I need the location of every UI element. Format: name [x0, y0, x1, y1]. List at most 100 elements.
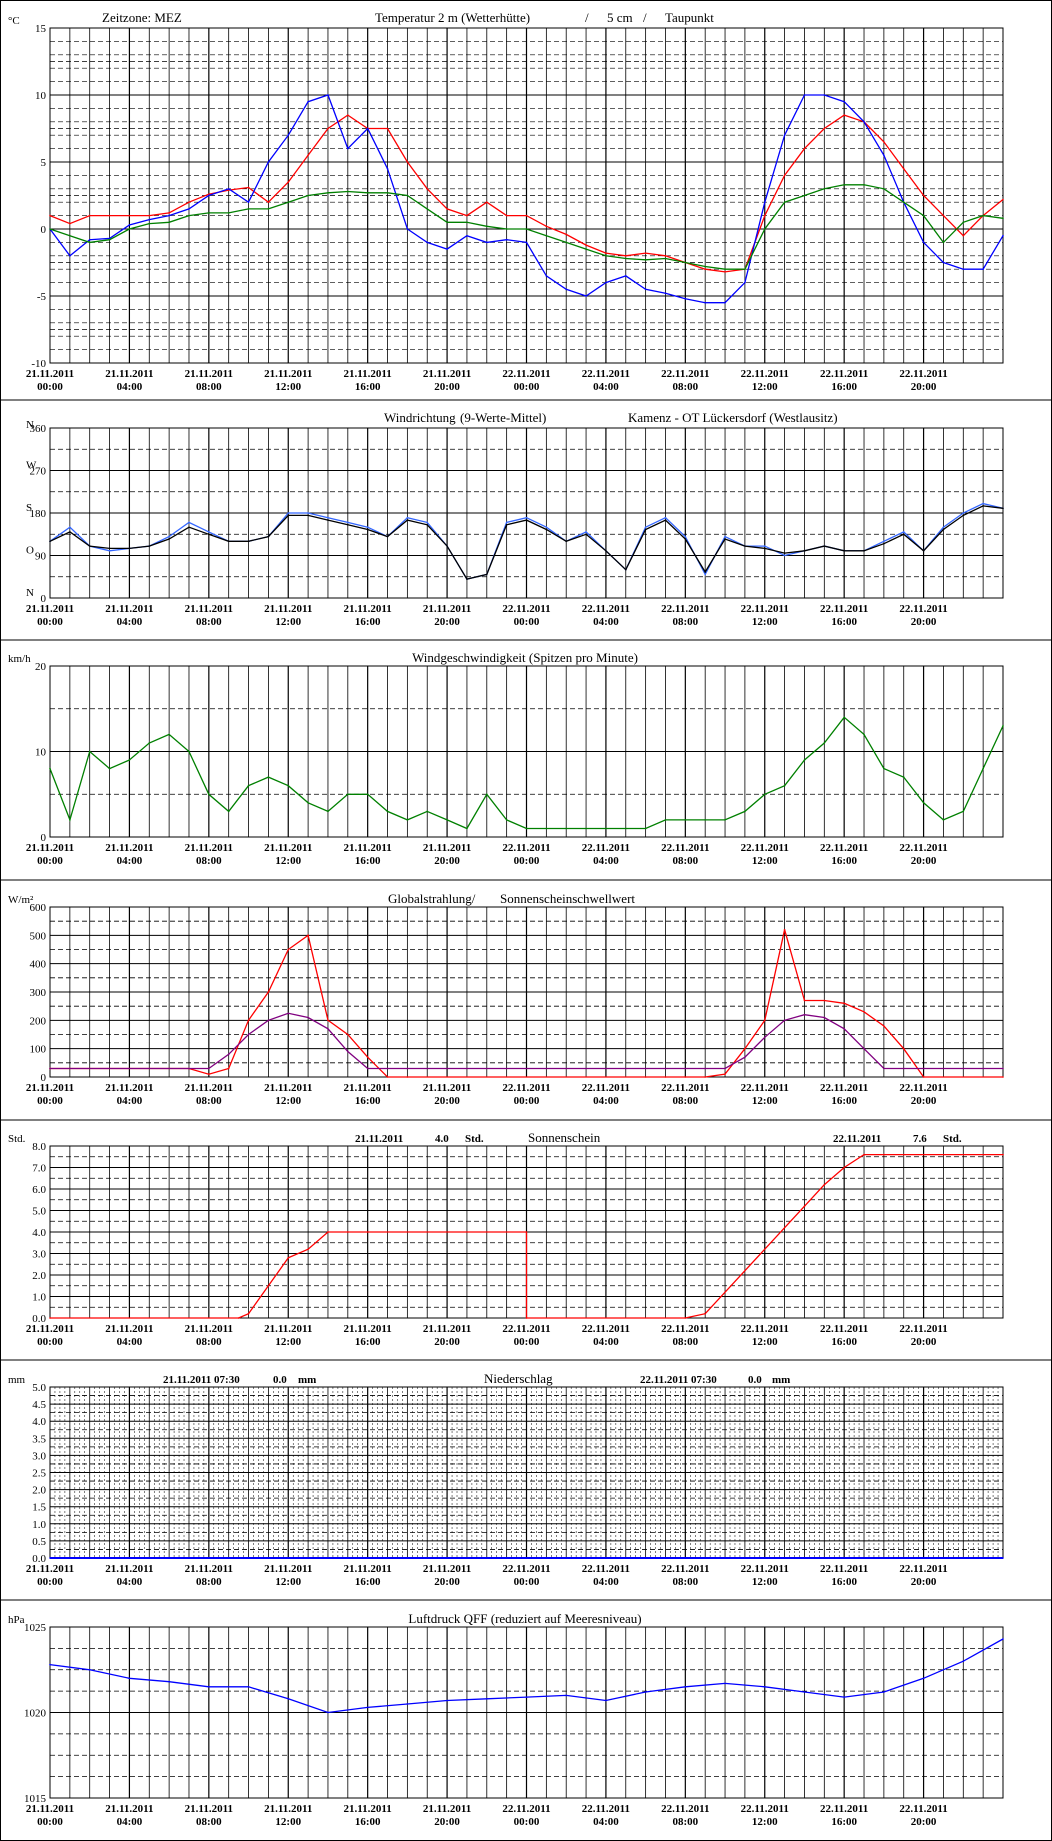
data-point	[664, 1076, 667, 1078]
x-tick-label-date: 21.11.2011	[26, 842, 74, 854]
chart-title: Luftdruck QFF (reduziert auf Meeresnivea…	[408, 1611, 641, 1626]
y-tick-label: 3.0	[32, 1249, 46, 1261]
x-tick-label-date: 21.11.2011	[185, 1082, 233, 1094]
y-tick-label: -5	[37, 291, 47, 303]
title-part: Sonnenscheinschwellwert	[500, 891, 635, 906]
y-tick-label: 1.5	[32, 1502, 46, 1514]
x-tick-label-time: 00:00	[37, 616, 63, 628]
chart-title: Windrichtung (9-Werte-Mittel) Kamenz - OT…	[384, 410, 838, 425]
data-point	[366, 526, 369, 528]
x-tick-label-time: 20:00	[434, 1816, 460, 1828]
data-point	[883, 188, 885, 190]
x-tick-label-date: 22.11.2011	[741, 1082, 789, 1094]
x-tick-label-date: 21.11.2011	[185, 603, 233, 615]
data-point	[605, 281, 607, 284]
data-point	[605, 252, 607, 254]
data-point	[624, 568, 627, 571]
data-point	[744, 268, 746, 271]
data-point	[843, 1696, 845, 1698]
y-tick-label: 2.0	[32, 1485, 46, 1497]
data-point	[883, 1691, 885, 1693]
y-tick-label: 270	[30, 466, 47, 478]
data-point	[724, 538, 726, 540]
x-tick-label-date: 21.11.2011	[423, 842, 471, 854]
compass-label: S	[26, 502, 32, 514]
x-tick-label-date: 21.11.2011	[264, 1803, 312, 1815]
data-point	[843, 1002, 845, 1005]
y-tick-label: 400	[30, 959, 47, 971]
x-tick-label-time: 12:00	[275, 616, 301, 628]
x-tick-label-date: 22.11.2011	[582, 1082, 630, 1094]
data-point	[208, 531, 210, 533]
x-tick-label-date: 21.11.2011	[423, 368, 471, 380]
data-point	[505, 819, 508, 821]
data-point	[426, 521, 429, 524]
data-point	[88, 750, 91, 753]
data-point	[247, 201, 250, 203]
x-tick-label-date: 21.11.2011	[344, 603, 392, 615]
data-point	[347, 114, 349, 116]
data-point	[982, 505, 984, 507]
data-point	[347, 1033, 349, 1036]
data-point	[803, 1691, 806, 1693]
data-point	[565, 1694, 568, 1697]
data-point	[366, 1706, 369, 1709]
data-point	[704, 573, 706, 576]
data-point	[69, 531, 71, 533]
data-point	[982, 214, 984, 217]
x-tick-label-date: 22.11.2011	[820, 1323, 868, 1335]
y-tick-label: 4.0	[32, 1416, 46, 1428]
x-axis-labels: 21.11.201100:0021.11.201104:0021.11.2011…	[26, 842, 948, 867]
data-point	[148, 218, 151, 221]
x-tick-label-date: 22.11.2011	[741, 842, 789, 854]
data-point	[684, 261, 687, 264]
data-point	[902, 1047, 905, 1050]
y-tick-label: 100	[30, 1044, 47, 1056]
x-tick-label-time: 20:00	[434, 1336, 460, 1348]
data-point	[763, 793, 766, 796]
data-point	[783, 928, 786, 931]
compass-label: O	[26, 545, 34, 557]
data-point	[88, 214, 91, 217]
data-point	[386, 1076, 389, 1078]
x-tick-label-time: 08:00	[672, 1576, 698, 1588]
x-tick-label-time: 12:00	[752, 855, 778, 867]
x-tick-label-date: 22.11.2011	[741, 1323, 789, 1335]
x-tick-label-date: 21.11.2011	[423, 1082, 471, 1094]
data-point	[704, 1312, 706, 1315]
x-tick-label-time: 00:00	[37, 1576, 63, 1588]
x-tick-label-date: 22.11.2011	[502, 368, 550, 380]
x-tick-label-time: 20:00	[434, 1576, 460, 1588]
x-tick-label-time: 04:00	[117, 1095, 143, 1107]
data-point	[148, 222, 151, 225]
data-point	[49, 540, 51, 543]
x-tick-label-time: 16:00	[355, 1095, 381, 1107]
y-tick-label: 3.5	[32, 1433, 46, 1445]
y-tick-label: 6.0	[32, 1184, 46, 1196]
data-point	[783, 784, 786, 787]
y-tick-label: 3.0	[32, 1450, 46, 1462]
y-unit-label: hPa	[8, 1614, 25, 1626]
x-tick-label-date: 22.11.2011	[820, 1803, 868, 1815]
title-part: /	[585, 10, 589, 25]
data-point	[267, 1019, 270, 1022]
y-tick-label: 15	[35, 23, 47, 35]
x-tick-label-time: 00:00	[514, 1336, 540, 1348]
data-point	[88, 241, 91, 244]
x-tick-label-date: 22.11.2011	[661, 842, 709, 854]
data-point	[823, 127, 826, 130]
title-part: Taupunkt	[665, 10, 714, 25]
data-point	[168, 221, 170, 224]
data-point	[327, 1231, 329, 1233]
data-point	[237, 1317, 240, 1319]
x-tick-label-date: 22.11.2011	[741, 368, 789, 380]
x-tick-label-date: 21.11.2011	[105, 1082, 153, 1094]
data-point	[843, 549, 845, 552]
data-point	[386, 127, 389, 130]
title-part: Sonnenschein	[528, 1130, 601, 1145]
x-tick-label-date: 22.11.2011	[899, 1563, 947, 1575]
data-point	[902, 201, 905, 203]
data-point	[386, 535, 389, 538]
x-tick-label-date: 21.11.2011	[423, 1803, 471, 1815]
